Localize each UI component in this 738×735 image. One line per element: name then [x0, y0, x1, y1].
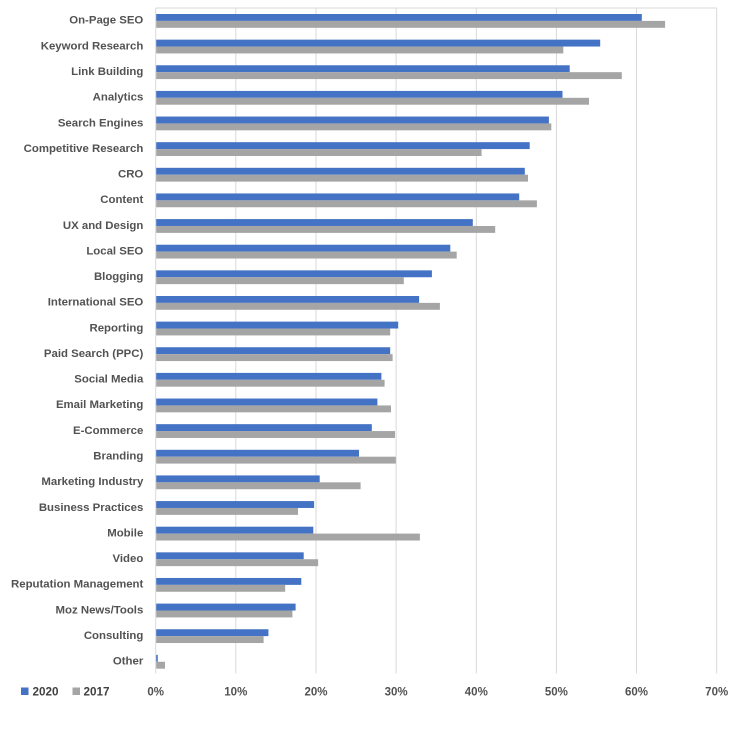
svg-text:Consulting: Consulting	[84, 630, 144, 642]
svg-text:Branding: Branding	[93, 451, 143, 463]
svg-text:50%: 50%	[545, 687, 568, 699]
svg-text:E-Commerce: E-Commerce	[73, 425, 143, 437]
svg-text:Moz News/Tools: Moz News/Tools	[56, 604, 144, 616]
svg-text:20%: 20%	[304, 687, 327, 699]
svg-text:International SEO: International SEO	[48, 297, 144, 309]
svg-text:Reputation Management: Reputation Management	[11, 579, 143, 591]
svg-text:On-Page SEO: On-Page SEO	[69, 15, 143, 27]
svg-text:30%: 30%	[385, 687, 408, 699]
svg-text:Keyword Research: Keyword Research	[41, 40, 144, 52]
svg-text:2017: 2017	[84, 686, 110, 699]
svg-text:Email Marketing: Email Marketing	[56, 399, 143, 411]
svg-text:Blogging: Blogging	[94, 271, 143, 283]
svg-text:CRO: CRO	[118, 169, 143, 181]
svg-text:Local SEO: Local SEO	[86, 245, 143, 257]
svg-text:Reporting: Reporting	[90, 322, 144, 334]
svg-text:Social Media: Social Media	[74, 374, 144, 386]
svg-text:Competitive Research: Competitive Research	[24, 143, 144, 155]
svg-text:Marketing Industry: Marketing Industry	[41, 476, 144, 488]
svg-text:Mobile: Mobile	[107, 527, 143, 539]
svg-text:Search Engines: Search Engines	[58, 117, 143, 129]
svg-text:70%: 70%	[705, 687, 728, 699]
svg-text:Paid Search (PPC): Paid Search (PPC)	[44, 348, 144, 360]
svg-text:UX and Design: UX and Design	[63, 220, 143, 232]
svg-text:10%: 10%	[224, 687, 247, 699]
svg-text:Analytics: Analytics	[93, 92, 144, 104]
svg-text:Business Practices: Business Practices	[39, 502, 143, 514]
svg-text:2020: 2020	[33, 686, 60, 699]
svg-text:60%: 60%	[625, 687, 648, 699]
svg-text:0%: 0%	[147, 687, 164, 699]
svg-text:Video: Video	[112, 553, 143, 565]
svg-text:Content: Content	[100, 194, 143, 206]
svg-text:Link Building: Link Building	[71, 66, 143, 78]
svg-text:40%: 40%	[465, 687, 488, 699]
svg-text:Other: Other	[113, 656, 144, 668]
